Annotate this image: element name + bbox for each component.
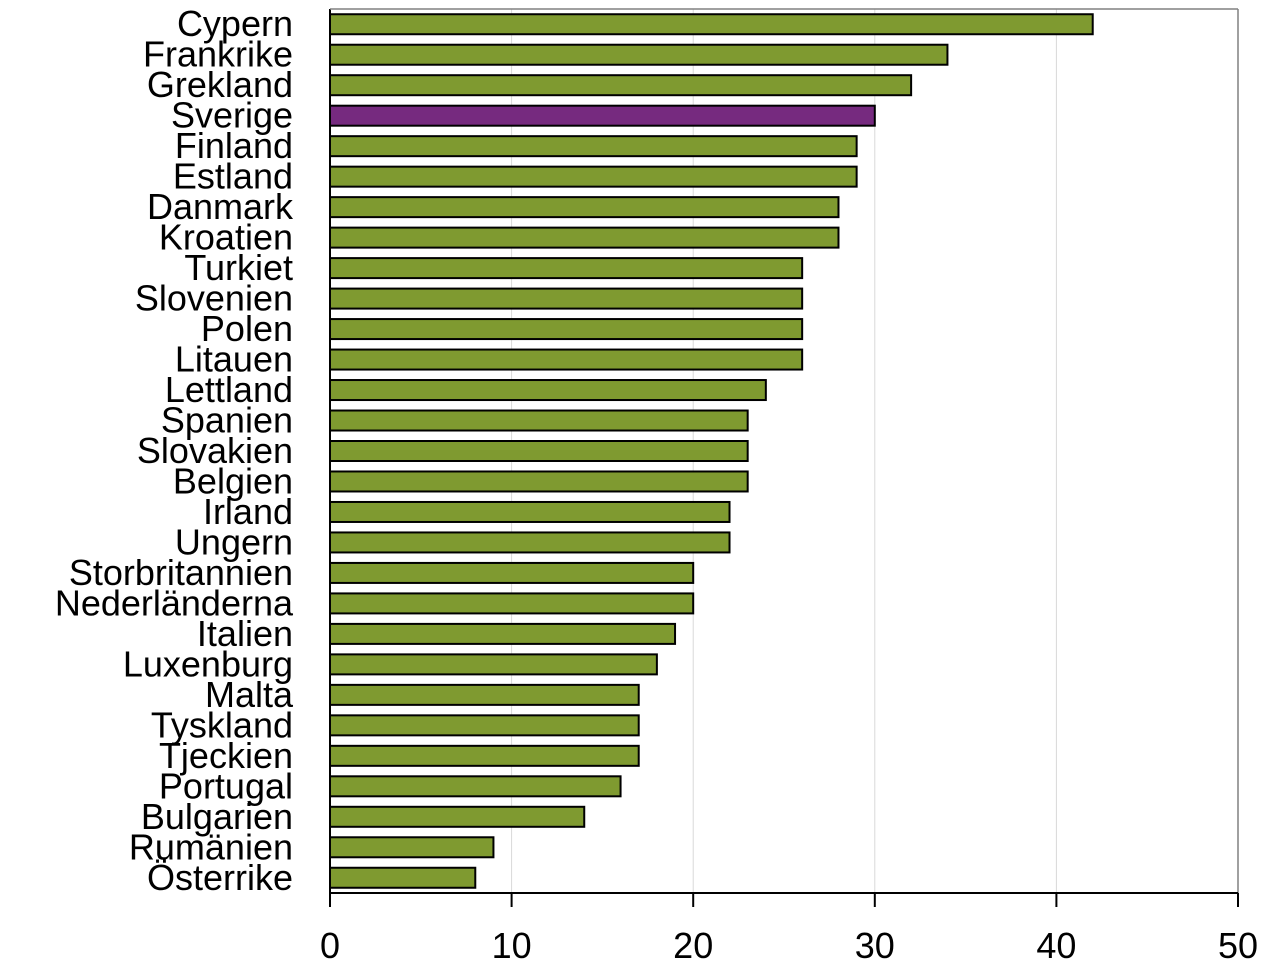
category-label: Lettland (165, 369, 293, 410)
category-label: Turkiet (184, 247, 293, 288)
category-label: Polen (201, 308, 293, 349)
bar-danmark (329, 196, 840, 219)
bar-slovakien (329, 440, 749, 462)
bar-lettland (329, 379, 767, 402)
category-label: Ungern (175, 521, 293, 562)
bar-irland (329, 500, 731, 523)
bar-luxenburg (329, 653, 658, 676)
bar-tjeckien (329, 744, 640, 767)
bar-rum-nien (329, 836, 495, 859)
bar-frankrike (329, 43, 949, 66)
category-label: Bulgarien (141, 796, 293, 837)
bar-turkiet (329, 257, 804, 280)
category-label: Kroatien (159, 217, 293, 258)
category-label: Nederländerna (55, 582, 294, 623)
category-label: Österrike (147, 857, 293, 898)
bar-storbritannien (329, 561, 695, 584)
category-label: Finland (175, 125, 293, 166)
category-label: Irland (203, 491, 293, 532)
x-tick-label: 40 (1036, 925, 1076, 963)
category-label: Estland (173, 156, 293, 197)
category-label: Spanien (161, 400, 293, 441)
bar-finland (329, 135, 858, 158)
category-label: Belgien (173, 460, 293, 501)
bar-malta (329, 683, 640, 706)
x-tick-label: 0 (320, 925, 340, 963)
bar-tyskland (329, 714, 640, 737)
bar-grekland (329, 74, 913, 97)
category-labels: CypernFrankrikeGreklandSverigeFinlandEst… (55, 3, 294, 898)
bar-italien (329, 622, 677, 645)
bars (329, 13, 1094, 889)
category-label: Rumänien (129, 826, 293, 867)
bar-polen (329, 318, 804, 341)
x-tick-label: 50 (1218, 925, 1258, 963)
axes (329, 8, 1239, 907)
bar-kroatien (329, 226, 840, 249)
bar-ungern (329, 531, 731, 554)
bar-nederl-nderna (329, 592, 695, 615)
category-label: Tjeckien (159, 735, 293, 776)
category-label: Storbritannien (69, 552, 293, 593)
category-label: Malta (205, 674, 294, 715)
bar-portugal (329, 775, 622, 798)
bar-estland (329, 165, 858, 188)
category-label: Grekland (147, 64, 293, 105)
category-label: Danmark (147, 186, 294, 227)
category-label: Tyskland (151, 704, 293, 745)
bar-belgien (329, 470, 749, 493)
bar-sverige (329, 104, 876, 127)
category-label: Sverige (171, 95, 293, 136)
x-tick-label: 10 (492, 925, 532, 963)
category-label: Luxenburg (123, 643, 293, 684)
category-label: Italien (197, 613, 293, 654)
x-tick-labels: 0 10 20 30 40 50 (320, 925, 1258, 963)
x-tick-label: 20 (673, 925, 713, 963)
category-label: Cypern (177, 3, 293, 44)
bar-slovenien (329, 287, 804, 310)
category-label: Portugal (159, 765, 293, 806)
bar-cypern (329, 13, 1094, 36)
category-label: Slovakien (137, 430, 293, 471)
category-label: Slovenien (135, 278, 293, 319)
bar-bulgarien (329, 805, 586, 828)
bar--sterrike (329, 866, 477, 889)
category-label: Frankrike (143, 34, 293, 75)
bar-litauen (329, 348, 804, 371)
x-tick-label: 30 (855, 925, 895, 963)
bar-spanien (329, 409, 749, 432)
category-label: Litauen (175, 339, 293, 380)
